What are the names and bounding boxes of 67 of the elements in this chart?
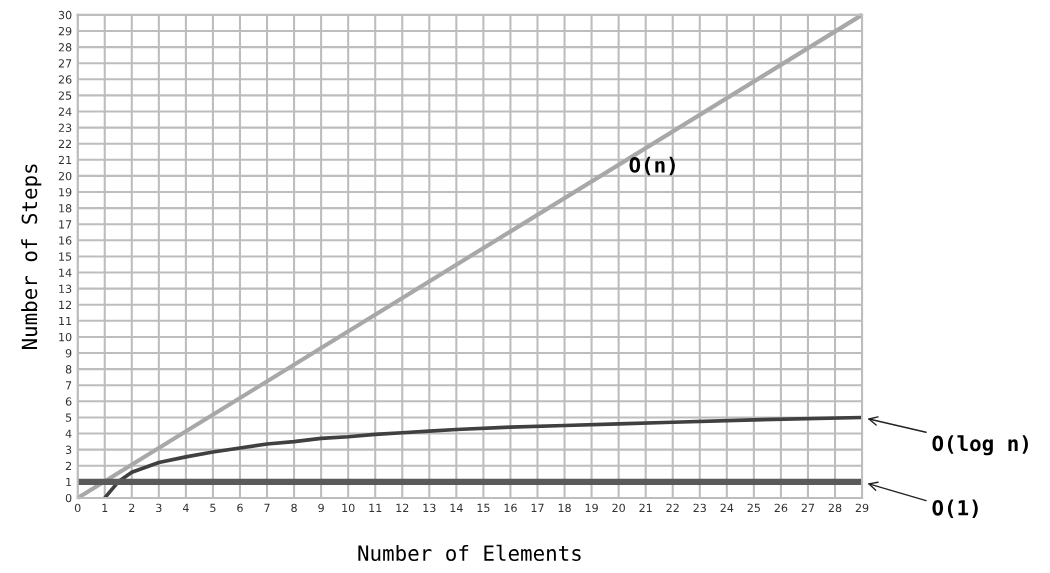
y-tick-label: 4 bbox=[65, 429, 72, 438]
y-tick-label: 5 bbox=[65, 413, 72, 422]
x-tick-label: 25 bbox=[747, 503, 760, 513]
x-tick-label: 19 bbox=[585, 503, 598, 513]
y-tick-label: 7 bbox=[65, 381, 72, 390]
y-tick-label: 24 bbox=[58, 107, 72, 116]
x-tick-label: 3 bbox=[156, 503, 162, 513]
y-tick-label: 8 bbox=[65, 365, 72, 374]
y-tick-label: 25 bbox=[58, 91, 72, 100]
y-tick-label: 0 bbox=[65, 493, 72, 503]
y-tick-label: 16 bbox=[59, 236, 72, 245]
x-tick-label: 28 bbox=[828, 503, 842, 513]
series-label: O(n) bbox=[629, 156, 675, 176]
x-tick-label: 16 bbox=[504, 503, 517, 513]
text: O(1) bbox=[932, 499, 978, 519]
y-tick-label: 12 bbox=[59, 300, 72, 309]
x-tick-label: 4 bbox=[182, 503, 189, 512]
y-tick-label: 10 bbox=[59, 332, 72, 342]
y-tick-label: 19 bbox=[59, 187, 72, 197]
x-tick-label: 11 bbox=[369, 503, 382, 512]
y-tick-label: 6 bbox=[65, 397, 72, 406]
y-tick-label: 28 bbox=[58, 43, 72, 52]
y-tick-label: 29 bbox=[58, 26, 72, 36]
y-tick-label: 22 bbox=[58, 139, 72, 148]
x-tick-label: 14 bbox=[450, 503, 463, 512]
y-tick-label: 26 bbox=[58, 75, 72, 84]
x-tick-label: 23 bbox=[693, 503, 706, 513]
x-tick-label: 10 bbox=[342, 503, 355, 513]
x-tick-label: 5 bbox=[210, 503, 216, 513]
x-tick-label: 6 bbox=[237, 503, 243, 513]
y-tick-label: 20 bbox=[58, 171, 72, 181]
x-tick-label: 8 bbox=[291, 503, 297, 513]
y-tick-label: 11 bbox=[59, 316, 72, 326]
y-tick-label: 1 bbox=[66, 477, 72, 487]
y-tick-label: 14 bbox=[59, 268, 72, 277]
x-tick-label: 29 bbox=[855, 503, 869, 513]
y-tick-label: 17 bbox=[59, 220, 72, 229]
x-tick-label: 9 bbox=[318, 503, 324, 513]
x-axis-title: Number of Elements bbox=[358, 544, 581, 562]
x-tick-label: 15 bbox=[477, 503, 490, 513]
y-tick-label: 13 bbox=[59, 284, 72, 293]
x-tick-label: 17 bbox=[531, 503, 544, 512]
line-series bbox=[102, 415, 864, 500]
y-tick-label: 18 bbox=[59, 204, 72, 213]
y-tick-label: 3 bbox=[65, 445, 72, 455]
x-tick-label: 18 bbox=[558, 503, 571, 513]
y-axis-title: Number of Steps bbox=[21, 164, 42, 350]
x-tick-label: 21 bbox=[639, 503, 652, 512]
x-tick-label: 24 bbox=[720, 503, 734, 512]
text: O(log n) bbox=[932, 435, 1028, 456]
y-tick-label: 23 bbox=[58, 123, 72, 132]
x-tick-label: 7 bbox=[264, 503, 270, 512]
y-tick-label: 2 bbox=[65, 461, 72, 470]
y-tick-label: 27 bbox=[58, 59, 72, 68]
x-tick-label: 2 bbox=[129, 503, 135, 512]
x-tick-label: 1 bbox=[102, 503, 108, 512]
x-tick-label: 20 bbox=[612, 503, 625, 513]
x-tick-label: 27 bbox=[801, 503, 815, 512]
y-tick-label: 21 bbox=[58, 155, 72, 165]
x-tick-label: 12 bbox=[396, 503, 409, 512]
x-tick-label: 22 bbox=[666, 503, 679, 512]
x-tick-label: 13 bbox=[423, 503, 436, 513]
x-tick-label: 26 bbox=[774, 503, 788, 513]
y-tick-label: 30 bbox=[58, 10, 72, 20]
y-tick-label: 15 bbox=[59, 252, 72, 261]
y-tick-label: 9 bbox=[65, 349, 72, 358]
x-tick-label: 0 bbox=[74, 503, 81, 513]
